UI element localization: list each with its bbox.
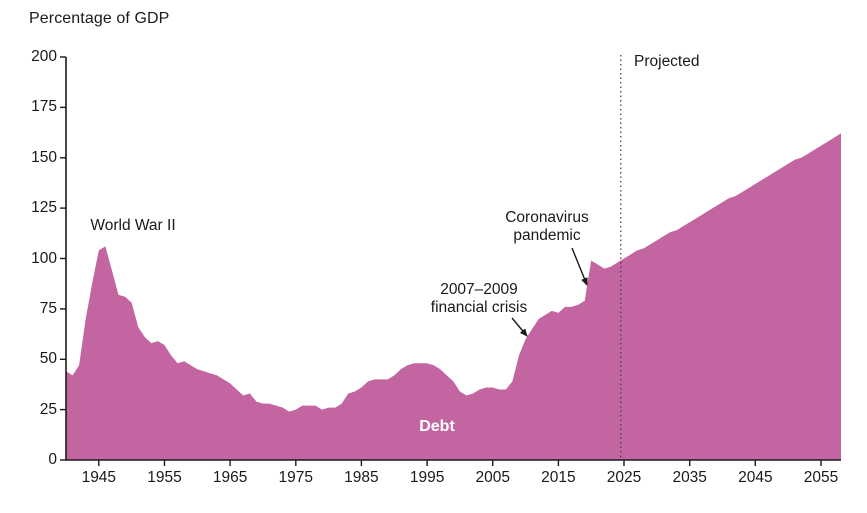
annotation-coronavirus-pandemic: Coronavirus pandemic (505, 209, 589, 244)
y-tick-label: 50 (39, 350, 57, 368)
y-axis-title: Percentage of GDP (29, 10, 170, 27)
y-tick-label: 75 (39, 299, 57, 317)
y-tick-label: 100 (31, 249, 57, 267)
x-tick-label: 2055 (803, 469, 839, 486)
y-tick-label: 150 (31, 148, 57, 166)
x-tick-label: 1985 (344, 469, 379, 486)
y-tick-label: 200 (31, 48, 57, 65)
y-tick-label: 125 (31, 199, 57, 217)
x-tick-label: 2015 (541, 469, 576, 486)
debt-area-series (66, 133, 841, 460)
coronavirus-arrow-icon (571, 247, 588, 286)
y-tick-label: 25 (39, 400, 57, 418)
x-tick-label: 1995 (409, 469, 445, 486)
x-tick-label: 1965 (212, 469, 248, 486)
x-tick-label: 1975 (278, 469, 314, 486)
annotation-financial-crisis: 2007–2009 financial crisis (430, 281, 528, 316)
x-tick-label: 1945 (81, 469, 117, 486)
projected-label: Projected (634, 53, 700, 70)
y-tick-label: 0 (48, 451, 57, 468)
debt-series-label: Debt (419, 418, 455, 435)
x-tick-label: 2045 (738, 469, 773, 486)
x-tick-label: 1955 (147, 469, 182, 486)
x-tick-label: 2025 (606, 469, 642, 486)
financial-crisis-arrow-icon (511, 317, 528, 337)
x-tick-label: 2035 (672, 469, 707, 486)
x-tick-label: 2005 (475, 469, 510, 486)
annotation-world-war-ii: World War II (90, 217, 176, 234)
y-tick-label: 175 (31, 98, 57, 116)
